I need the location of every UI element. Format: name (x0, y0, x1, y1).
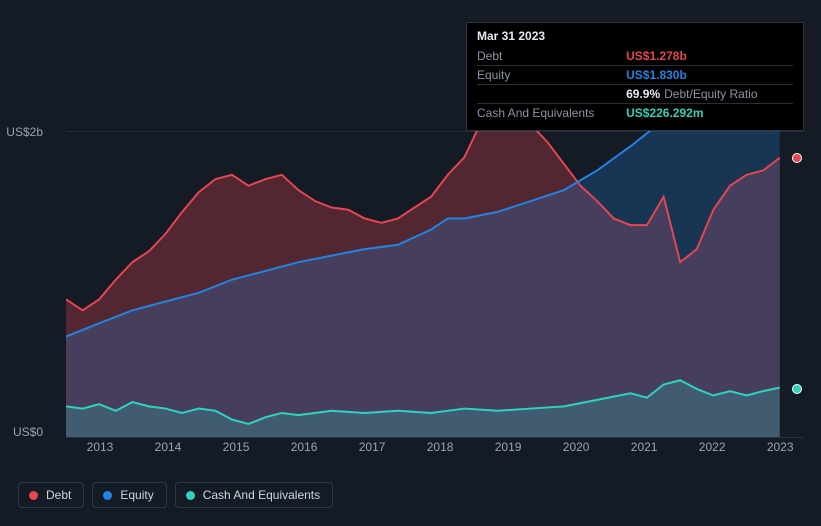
tooltip-key: Debt (477, 47, 626, 66)
x-tick-label: 2015 (223, 440, 250, 454)
end-marker-debt (792, 153, 802, 163)
x-axis-labels: 2013 2014 2015 2016 2017 2018 2019 2020 2021 2022… (66, 440, 803, 460)
tooltip-key: Cash And Equivalents (477, 104, 626, 123)
end-marker-cash (792, 384, 802, 394)
chart-tooltip: Mar 31 2023 DebtUS$1.278bEquityUS$1.830b… (466, 22, 804, 131)
legend-item-cash[interactable]: Cash And Equivalents (175, 482, 333, 508)
x-tick-label: 2013 (87, 440, 114, 454)
tooltip-value: US$226.292m (626, 104, 793, 123)
tooltip-row: DebtUS$1.278b (477, 47, 793, 66)
x-tick-label: 2014 (155, 440, 182, 454)
tooltip-key: Equity (477, 66, 626, 85)
tooltip-row: 69.9%Debt/Equity Ratio (477, 85, 793, 104)
tooltip-table: DebtUS$1.278bEquityUS$1.830b69.9%Debt/Eq… (477, 47, 793, 122)
tooltip-value: US$1.830b (626, 66, 793, 85)
legend-label: Debt (46, 488, 71, 502)
x-tick-label: 2022 (699, 440, 726, 454)
tooltip-row: EquityUS$1.830b (477, 66, 793, 85)
x-tick-label: 2017 (359, 440, 386, 454)
legend-item-debt[interactable]: Debt (18, 482, 84, 508)
tooltip-date: Mar 31 2023 (477, 29, 793, 47)
y-tick-max: US$2b (0, 125, 43, 139)
x-tick-label: 2021 (631, 440, 658, 454)
legend-dot-icon (186, 491, 195, 500)
tooltip-value: 69.9%Debt/Equity Ratio (626, 85, 793, 104)
y-tick-min: US$0 (0, 425, 43, 439)
chart-legend: Debt Equity Cash And Equivalents (18, 482, 333, 508)
legend-item-equity[interactable]: Equity (92, 482, 166, 508)
tooltip-value: US$1.278b (626, 47, 793, 66)
tooltip-row: Cash And EquivalentsUS$226.292m (477, 104, 793, 123)
tooltip-key (477, 85, 626, 104)
legend-dot-icon (29, 491, 38, 500)
x-tick-label: 2020 (563, 440, 590, 454)
x-tick-label: 2019 (495, 440, 522, 454)
legend-label: Cash And Equivalents (203, 488, 320, 502)
x-tick-label: 2018 (427, 440, 454, 454)
legend-dot-icon (103, 491, 112, 500)
x-tick-label: 2016 (291, 440, 318, 454)
tooltip-suffix: Debt/Equity Ratio (664, 87, 757, 101)
legend-label: Equity (120, 488, 153, 502)
x-tick-label: 2023 (767, 440, 794, 454)
